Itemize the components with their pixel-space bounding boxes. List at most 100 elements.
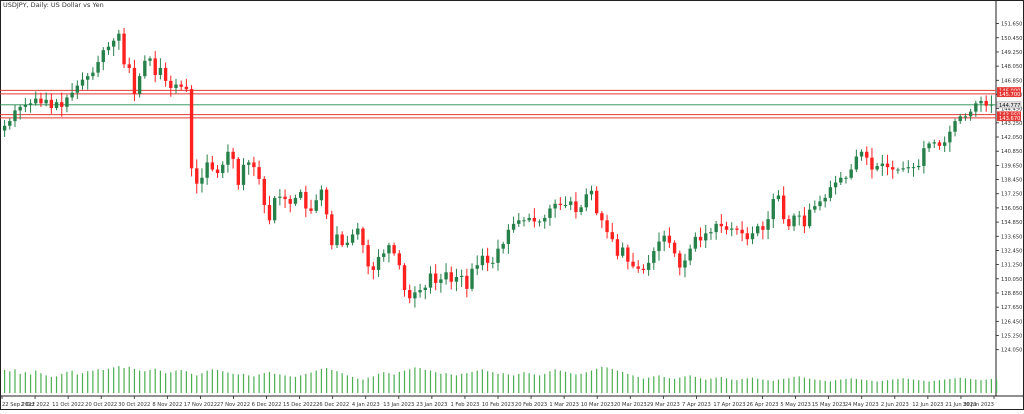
volume-bar — [928, 381, 930, 393]
candle-body — [169, 80, 173, 88]
volume-bar — [357, 378, 359, 393]
candle-body — [148, 58, 152, 61]
x-tick-label: 27 Nov 2022 — [217, 402, 250, 408]
candle-body — [693, 236, 698, 249]
candle-body — [366, 245, 370, 267]
candle-body — [553, 203, 557, 209]
candle-body — [215, 169, 220, 174]
volume-bar — [284, 375, 286, 393]
candle-body — [885, 163, 890, 168]
candle-body — [174, 84, 178, 88]
volume-bar — [512, 375, 515, 393]
candle-body — [252, 162, 256, 168]
volume-bar — [741, 378, 743, 393]
volume-bar — [40, 373, 42, 393]
volume-bar — [559, 370, 561, 393]
candle-body — [605, 220, 609, 233]
candle-body — [688, 248, 692, 261]
candle-body — [350, 234, 355, 243]
level-label-bg — [997, 90, 1021, 98]
volume-bar — [772, 380, 774, 393]
volume-bar — [232, 373, 234, 393]
candle-body — [979, 100, 983, 104]
volume-bar — [66, 371, 68, 393]
candle-body — [356, 228, 360, 235]
y-tick-label: 134.850 — [1001, 220, 1022, 226]
x-tick-label: 15 Dec 2022 — [283, 402, 316, 408]
candle-body — [802, 215, 807, 227]
volume-bar — [803, 377, 806, 393]
candle-body — [195, 168, 199, 184]
candle-body — [80, 79, 85, 86]
volume-bar — [263, 373, 265, 393]
candle-body — [459, 275, 464, 278]
volume-bar — [533, 374, 535, 393]
candle-body — [324, 189, 329, 215]
volume-bar — [310, 372, 312, 393]
volume-bar — [61, 373, 63, 393]
volume-bar — [320, 369, 323, 393]
x-tick-label: 20 Feb 2023 — [515, 402, 547, 408]
volume-bar — [720, 377, 722, 393]
x-tick-label: 20 Oct 2022 — [85, 402, 117, 408]
candle-body — [475, 265, 479, 269]
volume-bar — [206, 370, 208, 393]
candle-body — [615, 239, 620, 256]
candle-body — [122, 33, 126, 65]
x-tick-label: 2 Jun 2023 — [881, 402, 909, 408]
candle-body — [974, 103, 978, 112]
x-tick-label: 21 Jun 2023 — [945, 402, 976, 408]
volume-bar — [637, 377, 639, 393]
x-tick-label: 20 Mar 2023 — [614, 402, 647, 408]
level-label-bg — [997, 114, 1021, 122]
volume-bar — [429, 370, 432, 393]
volume-bar — [694, 377, 696, 393]
volume-bar — [611, 369, 613, 393]
x-tick-label: 23 Jan 2023 — [416, 402, 447, 408]
volume-bar — [35, 370, 37, 393]
volume-bar — [14, 369, 16, 393]
volume-bar — [580, 373, 582, 393]
x-tick-label: 5 May 2023 — [780, 402, 811, 408]
candle-body — [901, 168, 905, 170]
candle-body — [891, 167, 895, 170]
candle-body — [267, 204, 272, 221]
candle-body — [210, 162, 215, 170]
candle-body — [86, 76, 90, 80]
volume-bar — [881, 380, 883, 393]
x-tick-label: 8 Nov 2022 — [152, 402, 182, 408]
volume-bar — [211, 369, 213, 393]
volume-bar — [289, 376, 291, 393]
y-tick-label: 131.250 — [1001, 263, 1022, 269]
volume-bar — [362, 379, 364, 393]
volume-bar — [855, 378, 857, 393]
x-tick-label: 13 Jan 2023 — [383, 402, 414, 408]
candle-body — [610, 232, 614, 240]
volume-bar — [757, 378, 759, 393]
candle-body — [371, 266, 376, 270]
candle-body — [101, 50, 105, 62]
volume-bar — [331, 369, 333, 393]
volume-bar — [492, 372, 494, 393]
candle-body — [745, 233, 749, 240]
candle-body — [589, 190, 594, 195]
candle-body — [293, 197, 298, 204]
candle-body — [96, 61, 100, 73]
volume-bar — [912, 379, 915, 393]
candle-body — [813, 206, 817, 210]
volume-bar — [258, 374, 260, 393]
y-tick-label: 132.450 — [1001, 248, 1022, 254]
candle-body — [719, 223, 724, 227]
volume-bar — [850, 378, 852, 393]
y-tick-label: 144.450 — [1001, 107, 1022, 113]
candle-body — [626, 247, 630, 262]
y-tick-label: 138.450 — [1001, 178, 1022, 184]
candle-body — [106, 46, 111, 51]
volume-bar — [549, 371, 551, 393]
volume-bar — [242, 373, 245, 393]
candle-body — [937, 142, 942, 146]
